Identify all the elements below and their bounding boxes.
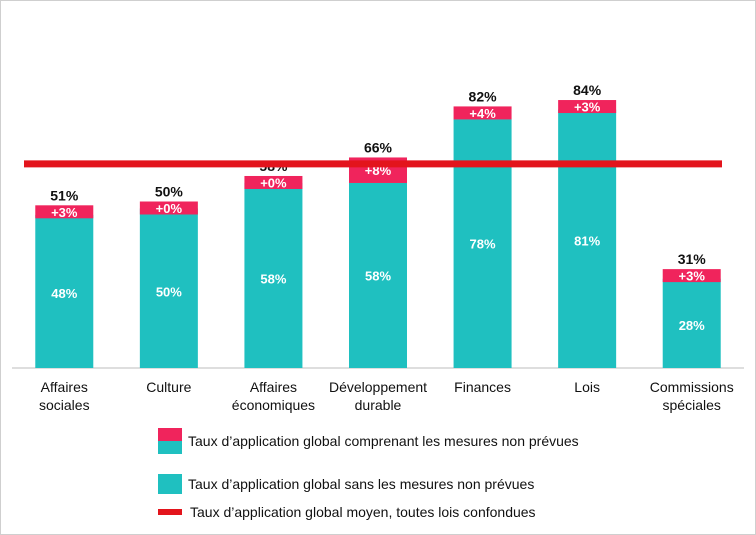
category-label-1-0: Culture xyxy=(146,379,191,395)
bar-base-2 xyxy=(244,182,303,368)
bar-delta-6 xyxy=(662,269,721,283)
total-label-0: 51% xyxy=(50,187,79,203)
total-label-6: 31% xyxy=(678,251,707,267)
base-label-4: 78% xyxy=(470,237,496,252)
legend-label-combo: Taux d’application global comprenant les… xyxy=(188,433,579,449)
delta-label-0: +3% xyxy=(51,205,78,220)
category-label-3-1: durable xyxy=(355,397,402,413)
category-label-0-0: Affaires xyxy=(41,379,88,395)
bar-base-5 xyxy=(558,109,617,369)
bar-base-6 xyxy=(662,278,721,368)
base-label-2: 58% xyxy=(260,271,286,286)
legend-item-combo: Taux d’application global comprenant les… xyxy=(158,428,579,454)
legend-swatch-combo xyxy=(158,428,182,454)
base-label-1: 50% xyxy=(156,284,182,299)
category-label-6-1: spéciales xyxy=(663,397,721,413)
total-label-5: 84% xyxy=(573,82,602,98)
delta-label-5: +3% xyxy=(574,100,601,115)
bar-base-3 xyxy=(349,182,407,368)
category-label-4-0: Finances xyxy=(454,379,511,395)
category-label-2-1: économiques xyxy=(232,397,315,413)
total-label-3: 66% xyxy=(364,139,393,155)
base-label-6: 28% xyxy=(679,318,705,333)
delta-label-1: +0% xyxy=(156,201,183,216)
legend-item-base: Taux d’application global sans les mesur… xyxy=(158,474,534,494)
total-label-4: 82% xyxy=(469,88,498,104)
base-label-0: 48% xyxy=(51,286,77,301)
base-label-5: 81% xyxy=(574,234,600,249)
bar-delta-1 xyxy=(139,201,198,215)
category-label-5-0: Lois xyxy=(574,379,600,395)
legend-swatch-base xyxy=(158,474,182,494)
bar-delta-2 xyxy=(244,175,303,189)
legend-item-line: Taux d’application global moyen, toutes … xyxy=(158,504,536,520)
legend-label-line: Taux d’application global moyen, toutes … xyxy=(190,504,536,520)
category-label-3-0: Développement xyxy=(329,379,427,395)
bar-base-1 xyxy=(139,208,198,368)
bar-base-0 xyxy=(35,214,94,368)
bar-delta-0 xyxy=(35,205,94,219)
base-label-3: 58% xyxy=(365,268,391,283)
delta-label-2: +0% xyxy=(260,175,287,190)
category-label-0-1: sociales xyxy=(39,397,90,413)
bar-delta-4 xyxy=(453,106,512,120)
delta-label-4: +4% xyxy=(469,106,496,121)
category-label-2-0: Affaires xyxy=(250,379,297,395)
total-label-1: 50% xyxy=(155,184,184,200)
legend-swatch-line xyxy=(158,509,182,515)
delta-label-6: +3% xyxy=(679,269,706,284)
category-label-6-0: Commissions xyxy=(650,379,734,395)
bar-delta-5 xyxy=(558,100,617,114)
legend-label-base: Taux d’application global sans les mesur… xyxy=(188,476,535,492)
